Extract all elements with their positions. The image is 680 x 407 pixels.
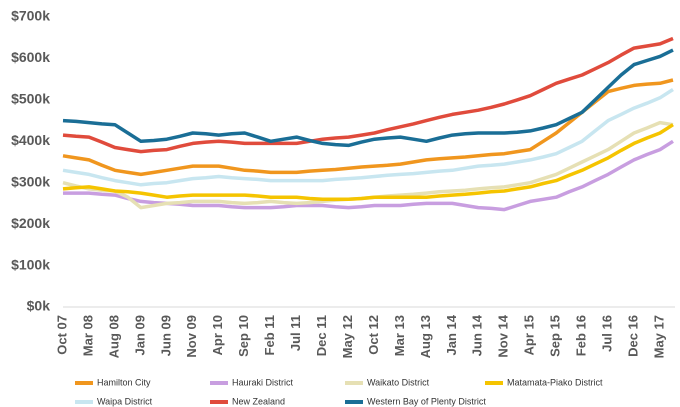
legend-label: Waipa District: [97, 396, 153, 406]
legend-swatch: [210, 381, 228, 385]
legend-swatch: [485, 381, 503, 385]
x-tick-label: Dec 11: [314, 315, 329, 356]
legend-label: Waikato District: [367, 377, 430, 387]
x-tick-label: Dec 16: [625, 315, 640, 357]
series-line: [62, 123, 674, 202]
x-tick-label: Aug 08: [106, 315, 121, 358]
y-tick-label: $600k: [11, 49, 50, 65]
x-tick-label: Feb 16: [574, 315, 589, 356]
series-line: [62, 48, 674, 148]
x-tick-label: Jul 16: [600, 315, 615, 352]
x-tick-label: Apr 15: [522, 315, 537, 355]
y-tick-label: $200k: [11, 215, 50, 231]
y-tick-label: $400k: [11, 132, 50, 148]
x-tick-label: May 17: [651, 315, 666, 358]
legend-swatch: [75, 381, 93, 385]
legend-label: Western Bay of Plenty District: [367, 396, 486, 406]
x-tick-label: Mar 13: [392, 315, 407, 356]
y-tick-label: $100k: [11, 256, 50, 272]
legend-swatch: [345, 381, 363, 385]
x-tick-label: Jan 09: [132, 315, 147, 355]
series-line: [62, 88, 674, 187]
y-tick-label: $0k: [27, 298, 51, 314]
legend-swatch: [75, 400, 93, 404]
x-tick-label: Nov 14: [496, 314, 511, 357]
x-tick-label: Aug 13: [418, 315, 433, 358]
legend-swatch: [345, 400, 363, 404]
x-tick-label: Nov 09: [184, 315, 199, 358]
x-tick-label: Mar 08: [80, 315, 95, 356]
series-line: [62, 36, 674, 154]
y-tick-label: $700k: [11, 8, 50, 24]
x-tick-label: Oct 07: [54, 315, 69, 355]
x-tick-label: Sep 15: [548, 315, 563, 357]
legend-label: Matamata-Piako District: [507, 377, 603, 387]
legend-label: Hauraki District: [232, 377, 294, 387]
x-tick-label: Jul 11: [288, 315, 303, 351]
x-tick-label: Jun 14: [470, 314, 485, 356]
x-tick-label: Jun 09: [158, 315, 173, 356]
x-tick-label: Feb 11: [262, 315, 277, 355]
legend-swatch: [210, 400, 228, 404]
x-tick-label: Jan 14: [444, 314, 459, 355]
y-tick-label: $300k: [11, 173, 50, 189]
series-line: [62, 78, 674, 177]
x-tick-label: May 12: [340, 315, 355, 358]
x-tick-label: Oct 12: [366, 315, 381, 355]
x-tick-label: Apr 10: [210, 315, 225, 355]
y-tick-label: $500k: [11, 91, 50, 107]
legend-label: New Zealand: [232, 396, 285, 406]
legend-label: Hamilton City: [97, 377, 151, 387]
x-tick-label: Sep 10: [236, 315, 251, 357]
